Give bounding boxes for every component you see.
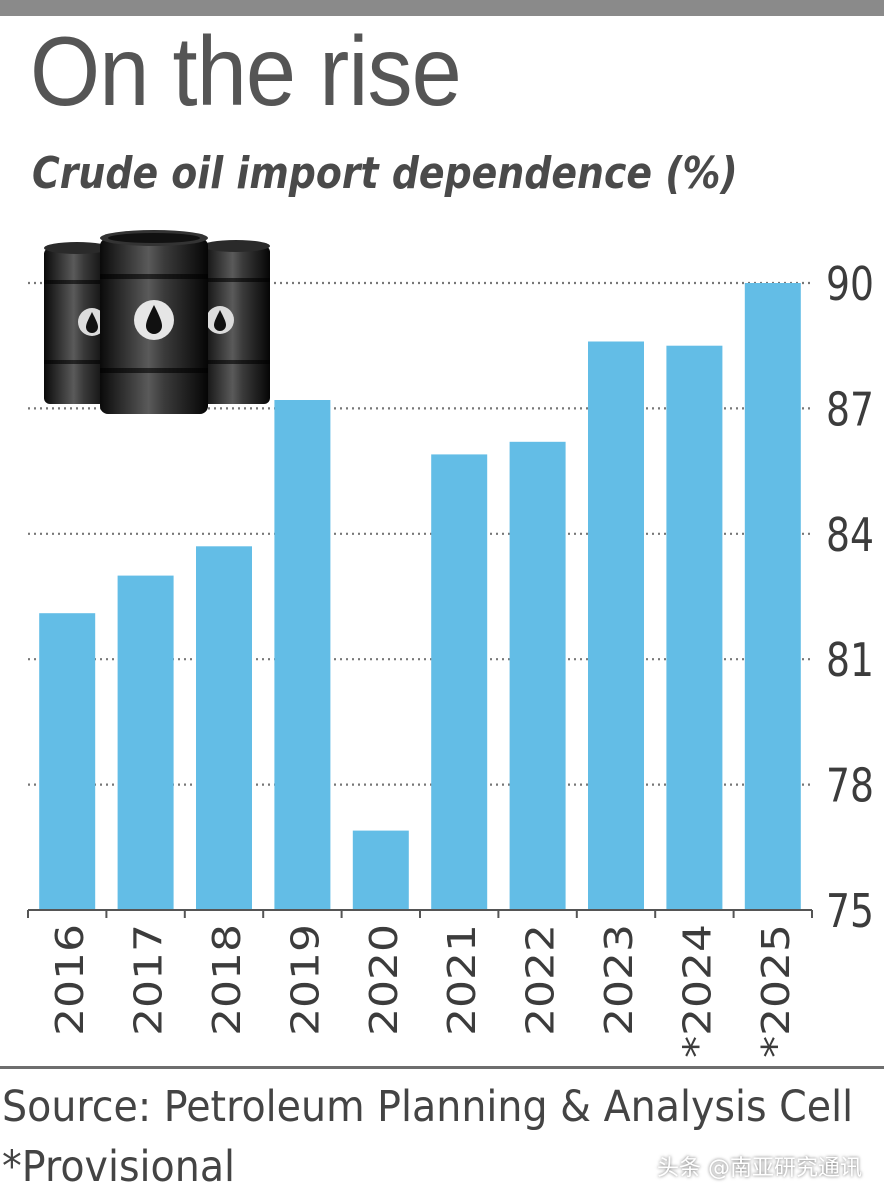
watermark: 头条 @南亚研究通讯 <box>657 1156 862 1181</box>
gridlines <box>28 281 812 786</box>
x-tick-label: *2025 <box>754 924 798 1058</box>
bar-2022 <box>509 441 566 910</box>
axes: 75 78 81 84 87 90 2016 2017 2018 2019 2020 2021 2022… <box>27 257 874 1058</box>
x-tick-label: 2022 <box>519 924 563 1036</box>
x-tick-label: 2016 <box>48 924 92 1036</box>
bar-2018 <box>196 546 252 910</box>
x-tick-label: 2019 <box>283 924 327 1036</box>
x-tick-label: 2021 <box>440 924 484 1036</box>
oil-barrels-icon <box>44 230 270 414</box>
bar-2016 <box>39 613 96 910</box>
bar-2024 <box>666 345 723 910</box>
source-divider <box>0 1066 884 1069</box>
y-tick-label: 87 <box>826 383 874 437</box>
top-rule <box>0 0 884 16</box>
source-note: Source: Petroleum Planning & Analysis Ce… <box>2 1082 854 1132</box>
bar-2020 <box>352 830 409 910</box>
x-tick-label: 2023 <box>597 924 641 1036</box>
x-tick-label: 2018 <box>205 924 249 1036</box>
bar-2019 <box>274 400 331 910</box>
bar-2025 <box>744 283 801 910</box>
chart-subtitle: Crude oil import dependence (%) <box>32 148 738 199</box>
bar-chart: 75 78 81 84 87 90 2016 2017 2018 2019 2020 2021 2022… <box>27 230 874 1058</box>
bar-2021 <box>431 454 488 910</box>
bar-2017 <box>117 575 174 910</box>
y-tick-label: 75 <box>826 884 874 938</box>
x-tick-label: 2020 <box>362 924 406 1036</box>
y-tick-label: 90 <box>826 257 874 311</box>
x-tick-label: *2024 <box>675 924 719 1058</box>
y-tick-label: 78 <box>826 759 874 813</box>
provisional-note: *Provisional <box>2 1142 236 1192</box>
x-tick-label: 2017 <box>127 924 171 1036</box>
bar-2023 <box>588 341 644 910</box>
y-tick-label: 84 <box>826 508 874 562</box>
bars <box>39 283 801 910</box>
chart-title: On the rise <box>30 16 462 126</box>
y-tick-label: 81 <box>826 634 874 688</box>
